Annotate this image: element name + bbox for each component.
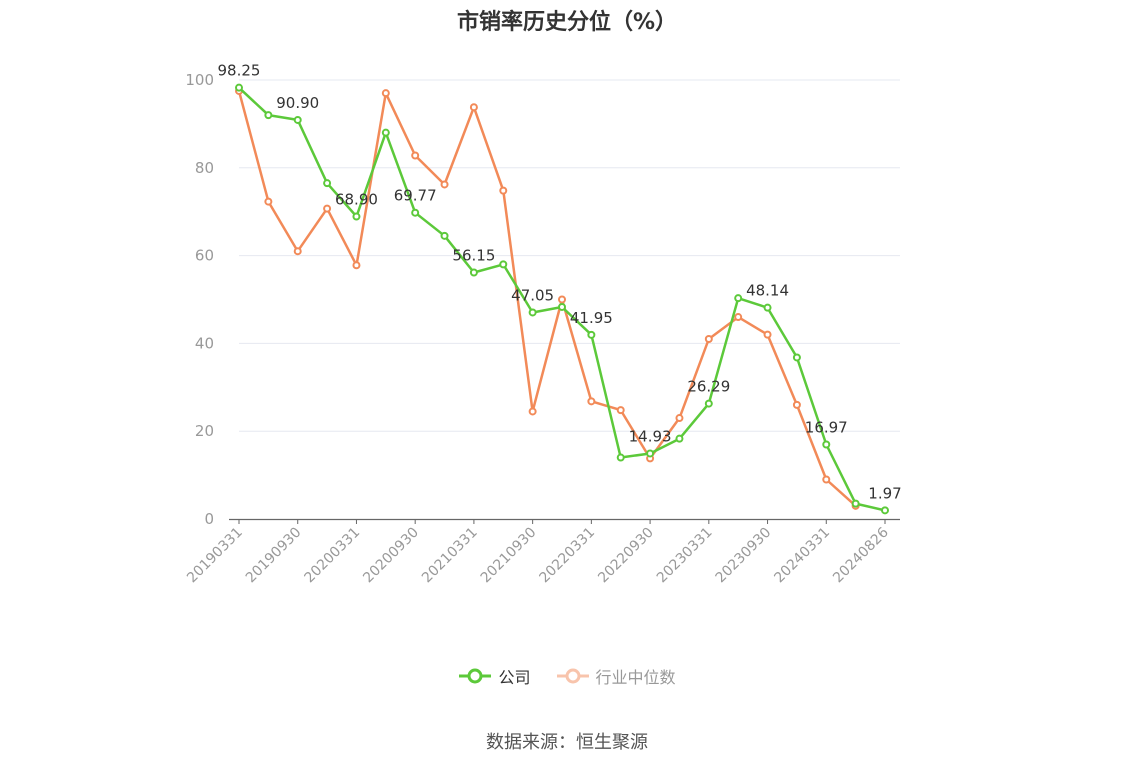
data-label: 98.25: [218, 62, 261, 80]
x-tick-label: 20240331: [771, 525, 833, 587]
data-label: 41.95: [570, 309, 613, 327]
data-point-company: [616, 453, 625, 462]
x-tick-label: 20220331: [536, 525, 598, 587]
data-point-industry: [558, 295, 566, 304]
x-tick-label: 20210331: [419, 525, 481, 587]
data-point-company: [440, 231, 449, 240]
data-point-company: [264, 111, 273, 120]
x-tick-label: 20190930: [243, 525, 305, 587]
data-point-industry: [411, 151, 420, 160]
data-point-company: [675, 434, 684, 443]
data-point-company: [822, 440, 831, 449]
x-tick-label: 20200930: [360, 525, 422, 587]
data-point-company: [411, 208, 420, 217]
x-tick-label: 20220930: [595, 525, 657, 587]
grid-lines: [239, 79, 900, 432]
data-point-industry: [734, 313, 743, 322]
data-point-industry: [381, 89, 390, 98]
x-tick-label: 20190331: [184, 525, 246, 587]
x-tick-label: 20230930: [713, 525, 775, 587]
data-point-industry: [264, 197, 273, 206]
y-tick-label: 60: [195, 247, 214, 265]
series-layer: [235, 83, 889, 515]
y-tick-label: 0: [204, 510, 214, 528]
y-tick-label: 20: [195, 422, 214, 440]
data-label: 68.90: [335, 191, 378, 209]
data-label: 69.77: [394, 187, 437, 205]
axes: 0 20 40 60 80 100 2019033120190930202003312020…: [184, 71, 900, 586]
x-tick-label: 20210930: [478, 525, 540, 587]
data-label: 26.29: [687, 378, 730, 396]
data-point-industry: [822, 475, 831, 484]
data-point-company: [293, 115, 302, 124]
data-point-company: [704, 399, 713, 408]
legend-label-company: 公司: [498, 668, 531, 687]
data-labels: 98.25 90.90 68.90 69.77 56.15 47.05 41.95 14.93…: [218, 62, 902, 503]
data-point-industry: [469, 103, 478, 112]
x-tick-label: 20230331: [654, 525, 716, 587]
data-point-company: [792, 353, 801, 362]
data-point-industry: [293, 247, 302, 256]
data-label: 16.97: [805, 419, 848, 437]
data-point-industry: [587, 397, 596, 406]
data-point-industry: [440, 180, 449, 189]
data-point-company: [352, 212, 361, 221]
data-point-industry: [792, 400, 801, 409]
data-label: 47.05: [511, 286, 554, 304]
series-line-industry: [237, 90, 857, 507]
y-tick-label: 80: [195, 159, 214, 177]
data-point-company: [528, 308, 537, 317]
data-point-company: [235, 83, 243, 92]
data-point-industry: [704, 335, 713, 344]
data-point-industry: [528, 407, 537, 416]
source-note: 数据来源：恒生聚源: [486, 732, 648, 753]
chart-title: 市销率历史分位（%）: [456, 10, 678, 35]
data-point-industry: [763, 330, 772, 339]
legend-item-company[interactable]: 公司: [458, 664, 530, 688]
data-point-company: [587, 330, 596, 339]
legend-item-industry[interactable]: 行业中位数: [556, 664, 676, 688]
legend-line-circle-icon: [556, 668, 589, 684]
y-tick-label: 40: [195, 334, 214, 352]
legend-label-industry: 行业中位数: [595, 668, 676, 687]
data-point-industry: [323, 204, 332, 213]
data-point-company: [558, 302, 566, 311]
data-point-company: [851, 499, 860, 508]
x-tick-label: 20200331: [302, 525, 364, 587]
data-point-industry: [499, 186, 508, 195]
data-point-company: [381, 128, 390, 137]
data-point-company: [323, 179, 332, 188]
data-label: 56.15: [452, 247, 495, 265]
data-point-industry: [616, 406, 625, 415]
data-point-industry: [352, 261, 361, 270]
data-point-company: [646, 449, 655, 458]
data-point-company: [499, 260, 508, 269]
data-point-industry: [675, 414, 684, 423]
legend: 公司 行业中位数: [0, 664, 1134, 690]
data-point-company: [734, 294, 743, 303]
legend-line-circle-icon: [459, 668, 492, 684]
data-label: 90.90: [276, 94, 319, 112]
data-point-company: [469, 268, 478, 277]
data-point-company: [763, 303, 772, 312]
x-tick-label: 20240826: [830, 524, 892, 586]
data-label: 1.97: [868, 484, 901, 502]
y-tick-label: 100: [185, 71, 214, 89]
data-point-company: [881, 506, 889, 515]
data-label: 14.93: [629, 427, 672, 445]
data-label: 48.14: [746, 282, 789, 300]
